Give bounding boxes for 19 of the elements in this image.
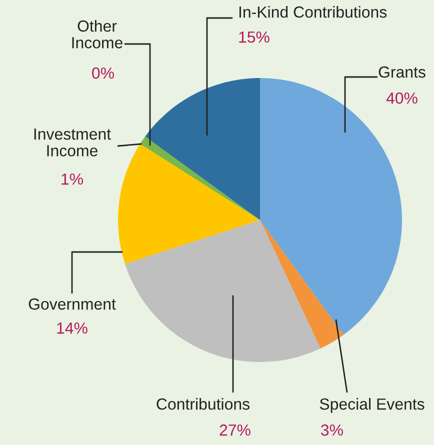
slice-label: Government <box>28 298 116 310</box>
text: 0% <box>92 67 114 79</box>
data-label: 3% <box>321 424 343 436</box>
data-label: 14% <box>57 322 88 334</box>
slice-label: Special Events <box>320 398 424 413</box>
slice-label: In-Kind Contributions <box>239 6 387 18</box>
pie-slice <box>124 220 320 362</box>
slice-label: Contributions <box>156 398 250 410</box>
data-label: 15% <box>239 31 270 43</box>
data-label: 1% <box>62 173 83 185</box>
data-label: 40% <box>386 92 418 104</box>
pie-slice <box>118 144 260 264</box>
pie-slice <box>140 136 260 220</box>
category-label: Other Income <box>72 20 122 48</box>
pie-slice <box>145 78 260 220</box>
pie-slice <box>260 220 344 348</box>
data-label: 27% <box>220 424 250 436</box>
slice-label: Grants <box>378 66 426 78</box>
slice-label: Investment Income <box>34 128 111 156</box>
